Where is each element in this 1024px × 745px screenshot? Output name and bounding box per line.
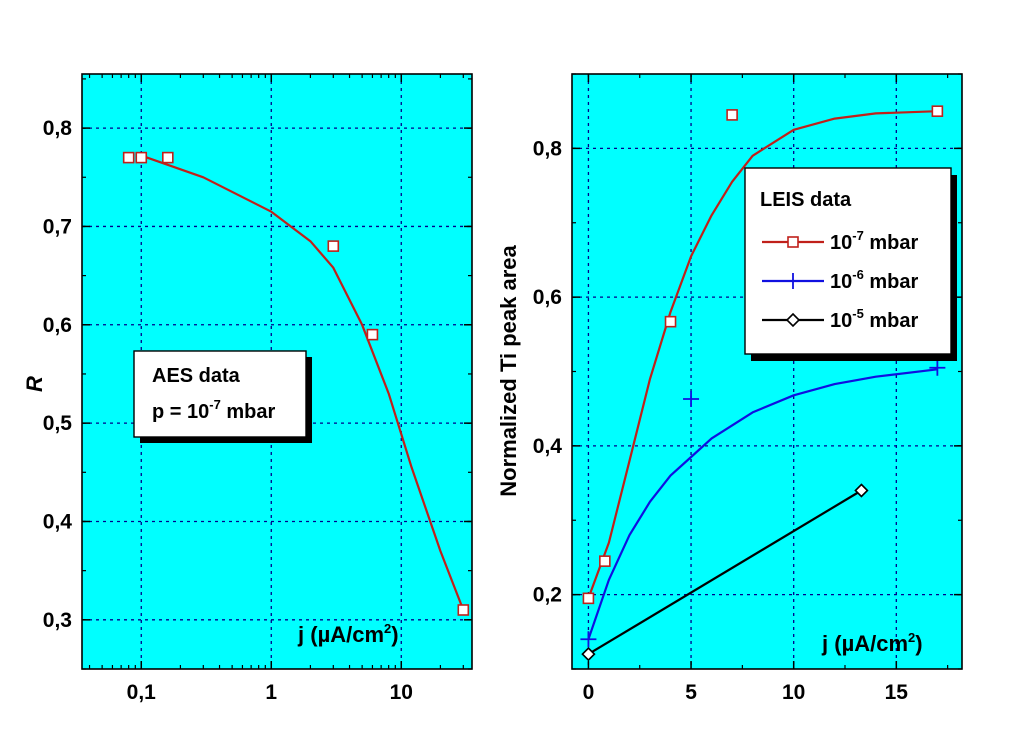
data-point-red-square <box>664 315 677 328</box>
series-blue-curve <box>587 368 938 640</box>
x-axis-title-sup: 2 <box>384 621 391 636</box>
y-tick-label: 0,6 <box>43 314 72 337</box>
series-black-curve <box>587 489 862 656</box>
y-tick-label: 0,4 <box>43 510 73 533</box>
x-tick-label: 10 <box>390 681 413 704</box>
data-point-red-square <box>366 328 379 341</box>
x-tick-label: 15 <box>885 681 909 704</box>
legend-title: AES data <box>152 365 241 387</box>
x-tick-label: 10 <box>782 681 805 704</box>
x-axis-title-unit: µA/cm <box>842 631 908 656</box>
legend-entry-prefix: 10 <box>830 271 852 293</box>
y-axis-title: R <box>22 376 47 392</box>
plot-background <box>572 74 962 669</box>
data-point-red-square <box>162 151 174 164</box>
legend-box <box>744 167 952 355</box>
legend-entry-2: 10-5 mbar <box>830 306 918 332</box>
data-point-red-square <box>726 109 738 121</box>
y-axis-title: Normalized Ti peak area <box>496 245 521 497</box>
legend-entry-sup: -6 <box>852 267 864 282</box>
y-tick-label: 0,5 <box>43 412 73 435</box>
y-tick-label: 0,8 <box>533 137 563 160</box>
data-point-blue-plus <box>929 359 946 376</box>
series-red-curve <box>587 110 938 599</box>
data-point-black-diamond <box>854 483 869 498</box>
x-tick-label: 1 <box>265 681 277 704</box>
x-axis-title-part: j ( <box>821 631 842 656</box>
y-tick-label: 0,7 <box>43 215 72 238</box>
x-tick-label: 0 <box>583 681 595 704</box>
legend-entry-suffix: mbar <box>864 232 919 254</box>
legend-pressure-prefix: p = 10 <box>152 401 209 423</box>
legend-box <box>133 350 307 438</box>
x-axis-title: j (µA/cm2) <box>297 621 399 647</box>
y-tick-label: 0,6 <box>533 286 562 309</box>
data-point-red-square <box>599 555 611 567</box>
data-point-blue-plus <box>683 391 700 408</box>
legend-title: LEIS data <box>760 189 852 211</box>
legend-entry-0: 10-7 mbar <box>830 228 918 254</box>
x-tick-label: 0,1 <box>127 681 157 704</box>
data-point-blue-plus <box>580 631 597 648</box>
y-tick-label: 0,2 <box>533 584 562 607</box>
legend-black-marker <box>785 312 801 328</box>
x-tick-label: 5 <box>685 681 697 704</box>
data-point-red-square <box>327 240 340 252</box>
data-point-red-square <box>122 151 135 164</box>
legend-red-marker <box>787 236 799 248</box>
data-point-red-square <box>582 592 595 605</box>
data-point-red-square <box>457 604 470 616</box>
legend-pressure: p = 10-7 mbar <box>152 397 276 423</box>
x-axis-title-unit: µA/cm <box>318 622 384 647</box>
legend-pressure-suffix: mbar <box>221 401 276 423</box>
leis-chart-panel: 0,2 0,4 0,6 0,8 0 5 10 15 Normalized Ti peak are… <box>496 73 963 704</box>
legend-entry-suffix: mbar <box>864 271 919 293</box>
legend-entry-prefix: 10 <box>830 232 852 254</box>
x-axis-title: j (µA/cm2) <box>821 630 923 656</box>
y-tick-label: 0,3 <box>43 609 72 632</box>
aes-chart-panel: 0,3 0,4 0,5 0,6 0,7 0,8 0,1 1 10 Rj (µA/cm2) AES d… <box>22 73 473 704</box>
legend-entry-sup: -7 <box>852 228 864 243</box>
aes-legend: AES data p = 10-7 mbar <box>133 350 312 443</box>
data-point-red-square <box>931 105 944 117</box>
plot-frame <box>81 73 473 670</box>
legend-pressure-sup: -7 <box>209 397 221 412</box>
x-axis-title-part: j ( <box>297 622 318 647</box>
legend-entry-1: 10-6 mbar <box>830 267 918 293</box>
legend-entry-suffix: mbar <box>864 310 919 332</box>
x-axis-title-sup: 2 <box>908 630 915 645</box>
y-tick-label: 0,8 <box>43 117 73 140</box>
x-axis-title-end: ) <box>391 622 398 647</box>
legend-entry-prefix: 10 <box>830 310 852 332</box>
legend-blue-marker <box>785 273 801 289</box>
series-red-curve <box>140 154 465 611</box>
y-tick-label: 0,4 <box>533 435 563 458</box>
legend-entry-sup: -5 <box>852 306 864 321</box>
data-point-black-diamond <box>581 646 596 662</box>
data-point-red-square <box>135 151 148 164</box>
x-axis-title-end: ) <box>915 631 922 656</box>
